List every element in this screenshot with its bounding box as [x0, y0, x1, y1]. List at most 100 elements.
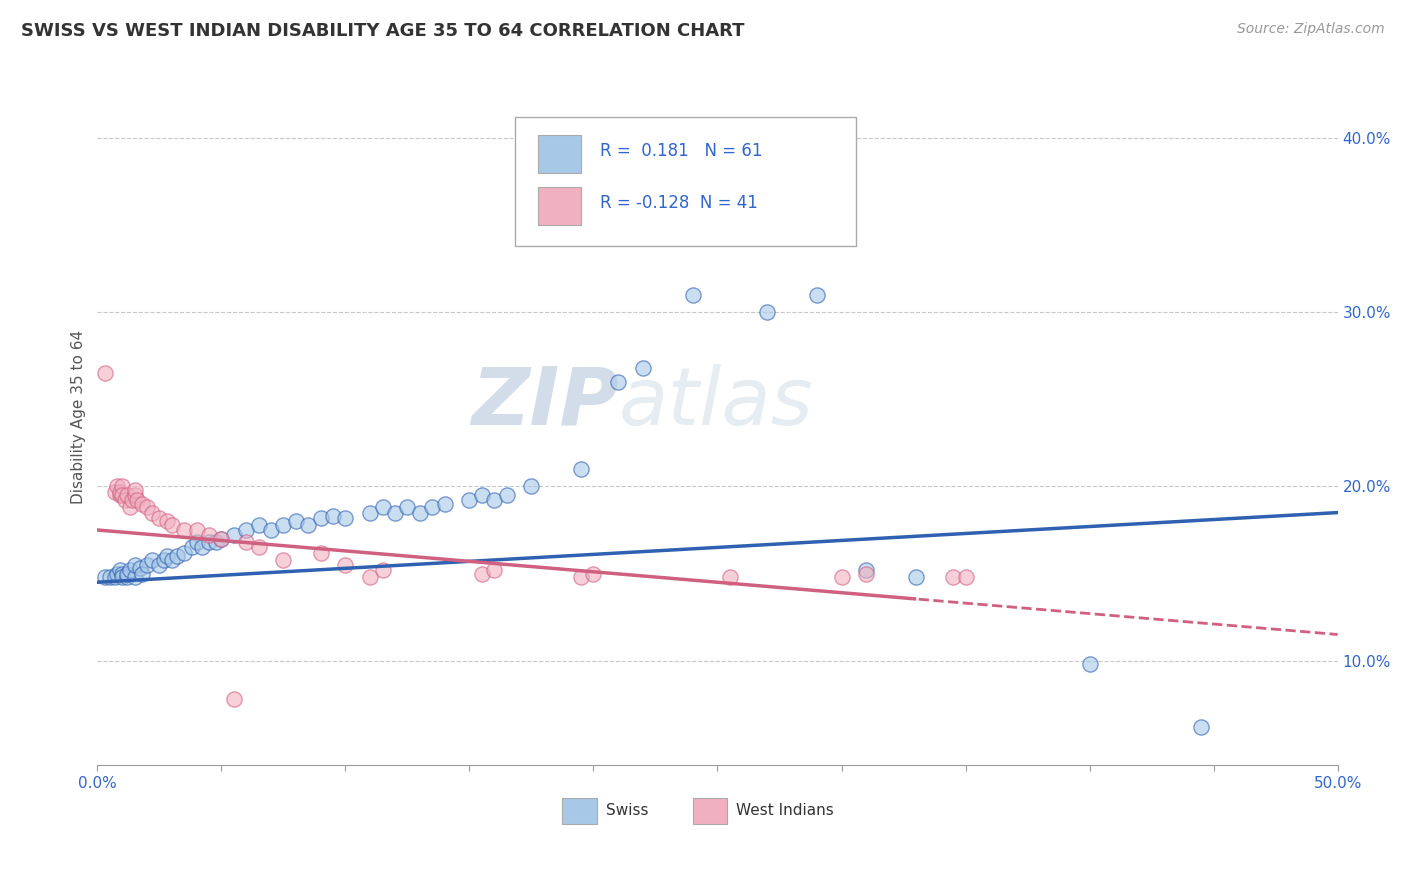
Point [569, 570, 592, 584]
Point [131, 566, 153, 581]
Point [520, 479, 543, 493]
Point [855, 563, 877, 577]
Point [94, 570, 117, 584]
Point [173, 546, 195, 560]
Point [98, 570, 121, 584]
Point [904, 570, 927, 584]
Point [484, 563, 506, 577]
Point [433, 497, 456, 511]
FancyBboxPatch shape [562, 797, 598, 824]
Point [484, 493, 506, 508]
Point [141, 506, 163, 520]
Point [359, 570, 381, 584]
Point [309, 546, 332, 560]
Y-axis label: Disability Age 35 to 64: Disability Age 35 to 64 [72, 330, 86, 504]
Point [297, 517, 319, 532]
Point [186, 535, 208, 549]
Point [682, 288, 704, 302]
Point [235, 523, 257, 537]
Point [108, 488, 131, 502]
Point [156, 514, 179, 528]
Point [108, 563, 131, 577]
Point [420, 500, 443, 515]
Point [322, 509, 344, 524]
Point [247, 517, 270, 532]
Point [153, 552, 176, 566]
Point [222, 528, 245, 542]
Point [309, 511, 332, 525]
Point [111, 566, 134, 581]
Point [384, 506, 406, 520]
Text: ZIP: ZIP [471, 364, 619, 442]
Point [148, 511, 170, 525]
Point [111, 479, 134, 493]
Point [124, 558, 146, 572]
Point [190, 541, 212, 555]
FancyBboxPatch shape [693, 797, 727, 824]
Point [247, 541, 270, 555]
Point [136, 558, 159, 572]
Point [260, 523, 283, 537]
Point [104, 570, 127, 584]
FancyBboxPatch shape [516, 117, 856, 246]
Point [115, 570, 138, 584]
Point [471, 566, 494, 581]
Text: Source: ZipAtlas.com: Source: ZipAtlas.com [1237, 22, 1385, 37]
Point [273, 552, 295, 566]
Point [284, 514, 307, 528]
Point [359, 506, 381, 520]
Point [125, 493, 148, 508]
Point [942, 570, 965, 584]
Point [105, 566, 128, 581]
Point [396, 500, 419, 515]
Point [607, 375, 630, 389]
Point [205, 535, 228, 549]
Point [371, 563, 394, 577]
Text: SWISS VS WEST INDIAN DISABILITY AGE 35 TO 64 CORRELATION CHART: SWISS VS WEST INDIAN DISABILITY AGE 35 T… [21, 22, 745, 40]
Point [198, 535, 221, 549]
Point [458, 493, 481, 508]
Point [222, 692, 245, 706]
Point [471, 488, 494, 502]
Point [121, 493, 143, 508]
Point [124, 488, 146, 502]
Text: Swiss: Swiss [606, 803, 648, 818]
Text: atlas: atlas [619, 364, 813, 442]
Point [105, 479, 128, 493]
Point [831, 570, 853, 584]
Point [1189, 720, 1212, 734]
Point [115, 488, 138, 502]
Point [128, 561, 150, 575]
Point [114, 493, 136, 508]
Point [160, 517, 183, 532]
Point [718, 219, 741, 233]
Point [173, 523, 195, 537]
Point [569, 462, 592, 476]
Text: R = -0.128  N = 41: R = -0.128 N = 41 [600, 194, 758, 212]
Point [371, 500, 394, 515]
Point [118, 500, 141, 515]
Point [94, 366, 117, 380]
Point [718, 570, 741, 584]
Point [111, 488, 134, 502]
Point [495, 488, 517, 502]
Point [235, 535, 257, 549]
Point [582, 566, 605, 581]
Point [335, 558, 357, 572]
Point [1078, 657, 1101, 672]
Point [124, 570, 146, 584]
Point [273, 517, 295, 532]
Text: West Indians: West Indians [737, 803, 834, 818]
Point [209, 532, 232, 546]
Point [131, 497, 153, 511]
Point [209, 532, 232, 546]
Point [166, 549, 188, 563]
Text: R =  0.181   N = 61: R = 0.181 N = 61 [600, 142, 762, 160]
Point [115, 566, 138, 581]
Point [160, 552, 183, 566]
Point [631, 361, 654, 376]
Point [806, 288, 828, 302]
Point [756, 305, 779, 319]
Point [186, 523, 208, 537]
Point [855, 566, 877, 581]
